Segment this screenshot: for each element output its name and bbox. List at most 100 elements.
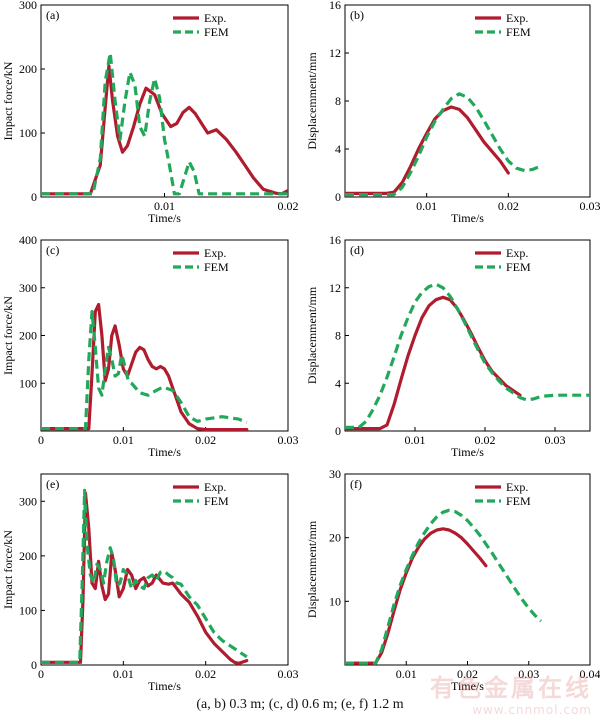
chart-d-ytick-label: 0 [335,424,341,438]
chart-f-ytick-label: 20 [329,531,341,545]
figure-caption: (a, b) 0.3 m; (c, d) 0.6 m; (e, f) 1.2 m [196,697,404,712]
chart-c-ylabel: Impact force/kN [1,296,15,375]
chart-c-ytick-label: 400 [19,233,37,247]
chart-d-panel-label: (d) [350,243,364,257]
chart-c-ytick-label: 100 [19,376,37,390]
chart-c-series-exp [41,302,249,431]
chart-b-ytick-label: 12 [329,46,341,60]
chart-d: 0.01 0.02 0.03 0 4 8 12 16 Time/s Displacemment/m… [305,233,591,459]
chart-d-legend-label-exp: Exp. [506,246,528,260]
chart-a-series-exp [41,64,288,196]
watermark-url: www.cnnmol.com [472,703,592,717]
chart-c-legend-label-fem: FEM [204,260,229,274]
chart-e-legend-label-fem: FEM [204,494,229,508]
chart-c-xtick-label: 0 [38,433,44,447]
chart-a-xtick-label: 0.01 [154,199,175,213]
chart-b-ytick-label: 16 [329,0,341,12]
chart-b-series-group [345,92,542,197]
chart-a-ytick-label: 0 [31,190,37,204]
chart-f: 0.01 0.02 0.03 0.04 10 20 30 Time/s Displacemmen… [305,467,600,693]
chart-e: 0 0.01 0.02 0.03 0 100 200 300 Time/s Impact forc… [1,473,299,693]
chart-f-ytick-label: 30 [329,467,341,481]
chart-a-legend-label-exp: Exp. [204,11,226,25]
chart-a-ytick-label: 100 [19,126,37,140]
chart-e-ytick-label: 300 [19,494,37,508]
chart-d-ylabel: Displacemment/mm [305,286,319,384]
chart-d-xlabel: Time/s [451,445,484,459]
chart-e-panel-label: (e) [46,477,59,491]
chart-a-xtick-label: 0.02 [278,199,299,213]
chart-a-series-group [41,51,288,196]
chart-c-xlabel: Time/s [148,445,181,459]
chart-c-ytick-label: 300 [19,281,37,295]
chart-f-xtick-label: 0.01 [396,667,417,681]
chart-d-frame [344,239,591,432]
chart-f-ylabel: Displacemment/mm [305,520,319,618]
chart-f-legend-label-exp: Exp. [506,480,528,494]
chart-b-series-fem [345,92,542,197]
chart-f-xlabel: Time/s [451,679,484,693]
chart-f-ytick-label: 10 [329,594,341,608]
chart-e-xtick-label: 0 [38,667,44,681]
chart-b-panel-label: (b) [350,8,364,22]
chart-f-legend-label-fem: FEM [506,494,531,508]
chart-b-ytick-label: 4 [335,142,341,156]
chart-c-panel-label: (c) [46,243,59,257]
chart-d-ytick-label: 16 [329,233,341,247]
chart-b-xtick-label: 0.01 [416,199,437,213]
chart-c-series-group [41,302,249,431]
chart-b-legend-label-fem: FEM [506,25,531,39]
chart-e-xtick-label: 0.03 [278,667,299,681]
chart-d-legend-label-fem: FEM [506,260,531,274]
chart-e-legend-label-exp: Exp. [204,480,226,494]
chart-f-xtick-label: 0.04 [580,667,600,681]
watermark-text: 有色金属在线 [430,674,592,702]
chart-b-xlabel: Time/s [451,211,484,225]
chart-b-frame [344,4,591,198]
chart-c: 0 0.01 0.02 0.03 100 200 300 400 Time/s Impact fo… [1,233,299,459]
chart-b-ylabel: Displacemment/mm [305,52,319,150]
chart-d-xtick-label: 0.02 [475,433,496,447]
chart-e-xlabel: Time/s [148,679,181,693]
chart-a-series-fem [41,51,288,196]
chart-e-xtick-label: 0.01 [113,667,134,681]
chart-c-series-fem [41,310,248,431]
chart-e-series-group [41,488,249,665]
chart-e-ytick-label: 100 [19,603,37,617]
chart-d-ytick-label: 8 [335,329,341,343]
chart-f-xtick-label: 0.03 [518,667,539,681]
chart-d-series-group [345,282,590,431]
chart-a-panel-label: (a) [46,8,59,22]
chart-b-legend-label-exp: Exp. [506,11,528,25]
chart-d-xtick-label: 0.03 [545,433,566,447]
chart-d-xtick-label: 0.01 [405,433,426,447]
chart-c-frame [40,239,289,432]
chart-a-frame [40,4,289,198]
chart-c-xtick-label: 0.01 [113,433,134,447]
chart-e-series-exp [41,491,249,665]
chart-e-series-fem [41,488,248,664]
chart-a-ytick-label: 300 [19,0,37,12]
chart-b: 0.01 0.02 0.03 0 4 8 12 16 Time/s Displacemment/m… [305,0,600,225]
chart-d-ytick-label: 4 [335,376,341,390]
chart-c-legend-label-exp: Exp. [204,246,226,260]
chart-a-xlabel: Time/s [148,211,181,225]
chart-e-ytick-label: 200 [19,549,37,563]
chart-a-legend-label-fem: FEM [204,25,229,39]
chart-c-ytick-label: 200 [19,329,37,343]
chart-b-ytick-label: 0 [335,190,341,204]
chart-a-ylabel: Impact force/kN [1,61,15,140]
chart-d-series-exp [345,295,522,431]
watermark: 有色金属在线 www.cnnmol.com [430,668,592,717]
chart-b-ytick-label: 8 [335,94,341,108]
chart-e-frame [40,473,289,666]
chart-f-series-exp [345,527,488,665]
chart-a-ytick-label: 200 [19,62,37,76]
chart-d-series-fem [345,282,590,429]
chart-c-xtick-label: 0.02 [195,433,216,447]
chart-b-xtick-label: 0.02 [498,199,519,213]
chart-e-xtick-label: 0.02 [195,667,216,681]
chart-f-series-fem [345,508,543,665]
chart-b-series-exp [345,105,510,195]
chart-e-ylabel: Impact force/kN [1,530,15,609]
